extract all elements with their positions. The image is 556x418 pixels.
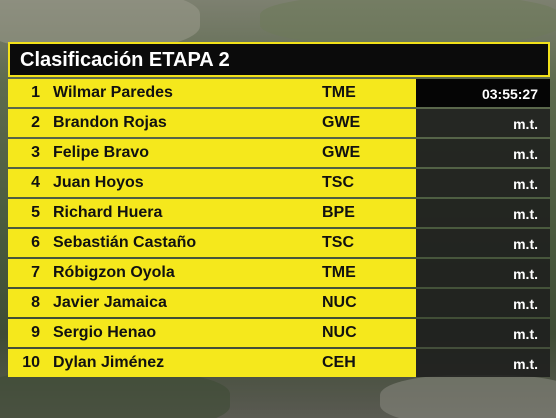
team-cell: TSC	[322, 174, 354, 191]
time-cell: m.t.	[513, 206, 538, 222]
time-cell: 03:55:27	[481, 86, 538, 102]
row-background	[8, 259, 416, 287]
rank-cell: 6	[31, 234, 40, 251]
time-background	[416, 289, 550, 317]
scenery	[0, 0, 200, 50]
time-background	[416, 259, 550, 287]
team-cell: GWE	[322, 144, 361, 161]
row-background	[8, 169, 416, 197]
row-background	[8, 109, 416, 137]
row-background	[8, 79, 416, 107]
team-cell: TSC	[322, 234, 354, 251]
time-background	[416, 79, 550, 107]
board-header: Clasificación ETAPA 2	[8, 42, 550, 77]
rank-cell: 3	[31, 144, 40, 161]
time-background	[416, 169, 550, 197]
standing-row: 9 Sergio Henao NUC m.t.	[8, 319, 550, 347]
name-cell: Felipe Bravo	[53, 144, 150, 161]
name-cell: Dylan Jiménez	[53, 354, 165, 371]
time-background	[416, 139, 550, 167]
team-cell: NUC	[322, 324, 357, 341]
row-background	[8, 229, 416, 257]
name-cell: Brandon Rojas	[53, 114, 167, 131]
row-background	[8, 349, 416, 377]
time-cell: m.t.	[513, 176, 538, 192]
name-cell: Juan Hoyos	[53, 174, 144, 191]
team-cell: NUC	[322, 294, 357, 311]
row-background	[8, 319, 416, 347]
rank-cell: 2	[31, 114, 40, 131]
standing-row: 2 Brandon Rojas GWE m.t.	[8, 109, 550, 137]
time-background	[416, 109, 550, 137]
name-cell: Javier Jamaica	[53, 294, 167, 311]
time-cell: m.t.	[513, 236, 538, 252]
rank-cell: 10	[22, 354, 40, 371]
time-cell: m.t.	[513, 146, 538, 162]
rank-cell: 7	[31, 264, 40, 281]
time-background	[416, 349, 550, 377]
standing-row: 1 Wilmar Paredes TME 03:55:27	[8, 79, 550, 107]
rank-cell: 8	[31, 294, 40, 311]
name-cell: Sebastián Castaño	[53, 234, 197, 251]
row-background	[8, 139, 416, 167]
time-background	[416, 199, 550, 227]
time-cell: m.t.	[513, 116, 538, 132]
name-cell: Sergio Henao	[53, 324, 157, 341]
team-cell: CEH	[322, 354, 356, 371]
standing-row: 6 Sebastián Castaño TSC m.t.	[8, 229, 550, 257]
row-background	[8, 199, 416, 227]
team-cell: BPE	[322, 204, 355, 221]
time-cell: m.t.	[513, 296, 538, 312]
rank-cell: 1	[31, 84, 40, 101]
classification-board: Clasificación ETAPA 2 1 Wilmar Paredes TME…	[8, 42, 550, 377]
scenery	[260, 0, 556, 45]
time-cell: m.t.	[513, 326, 538, 342]
time-background	[416, 319, 550, 347]
standing-row: 5 Richard Huera BPE m.t.	[8, 199, 550, 227]
name-cell: Wilmar Paredes	[53, 84, 173, 101]
name-cell: Richard Huera	[53, 204, 163, 221]
name-cell: Róbigzon Oyola	[53, 264, 175, 281]
standing-row: 8 Javier Jamaica NUC m.t.	[8, 289, 550, 317]
team-cell: TME	[322, 264, 356, 281]
time-cell: m.t.	[513, 356, 538, 372]
rank-cell: 5	[31, 204, 40, 221]
time-background	[416, 229, 550, 257]
scenery	[0, 370, 230, 418]
board-title: Clasificación ETAPA 2	[20, 49, 230, 71]
time-cell: m.t.	[513, 266, 538, 282]
standing-row: 7 Róbigzon Oyola TME m.t.	[8, 259, 550, 287]
rank-cell: 9	[31, 324, 40, 341]
scenery	[380, 375, 556, 418]
rows: 1 Wilmar Paredes TME 03:55:27 2 Brandon Rojas…	[8, 79, 550, 377]
standing-row: 3 Felipe Bravo GWE m.t.	[8, 139, 550, 167]
standing-row: 10 Dylan Jiménez CEH m.t.	[8, 349, 550, 377]
row-background	[8, 289, 416, 317]
standing-row: 4 Juan Hoyos TSC m.t.	[8, 169, 550, 197]
rank-cell: 4	[31, 174, 40, 191]
team-cell: TME	[322, 84, 356, 101]
team-cell: GWE	[322, 114, 361, 131]
